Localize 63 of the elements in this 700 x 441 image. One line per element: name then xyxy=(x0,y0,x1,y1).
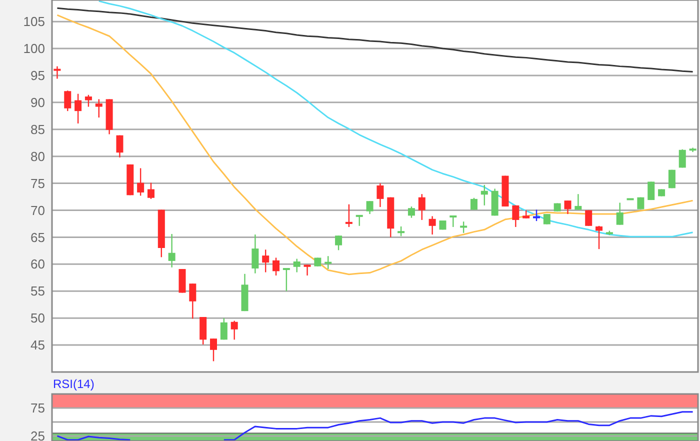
candlestick xyxy=(116,134,124,158)
candlestick xyxy=(282,268,290,292)
candlestick xyxy=(418,193,426,221)
candlestick xyxy=(596,225,603,250)
candlestick xyxy=(210,338,217,362)
line-series xyxy=(56,7,694,72)
y-tick-label: 90 xyxy=(30,94,45,110)
candlestick xyxy=(564,200,572,215)
candlestick xyxy=(84,94,92,108)
candlestick xyxy=(178,268,186,294)
candlestick xyxy=(252,234,259,274)
candlestick xyxy=(272,257,280,276)
y-tick-label: 80 xyxy=(30,148,45,164)
candlestick xyxy=(428,216,436,236)
candlestick xyxy=(460,220,468,234)
y-tick-label: 85 xyxy=(30,122,45,137)
candlestick xyxy=(168,233,176,268)
candlestick xyxy=(574,193,582,210)
candlestick xyxy=(230,320,238,340)
candlestick xyxy=(585,210,592,226)
candlestick xyxy=(356,214,363,226)
candlestick xyxy=(533,209,540,222)
candlestick xyxy=(64,90,72,112)
chart-title: RSI(14) xyxy=(53,377,94,391)
y-tick-label: 105 xyxy=(23,14,45,30)
candlestick xyxy=(304,264,311,276)
candlestick xyxy=(147,182,154,200)
candlestick xyxy=(408,206,415,218)
y-tick-label: 45 xyxy=(30,338,45,353)
candlestick xyxy=(398,226,405,237)
y-tick-label: 50 xyxy=(30,310,45,326)
candlestick xyxy=(189,282,196,320)
candlestick xyxy=(220,317,228,340)
candlestick xyxy=(366,200,374,215)
candlestick xyxy=(345,204,352,228)
y-tick-label: 100 xyxy=(23,41,45,56)
candlestick xyxy=(450,215,457,228)
line-series xyxy=(98,0,694,238)
candlestick xyxy=(293,258,300,273)
y-tick-label: 55 xyxy=(30,284,45,299)
candlestick xyxy=(95,98,102,118)
y-tick-label: 65 xyxy=(30,230,45,245)
candlestick xyxy=(54,66,61,80)
candlestick xyxy=(262,249,270,273)
candlestick xyxy=(678,148,686,168)
candlestick xyxy=(137,168,144,196)
candlestick xyxy=(335,235,342,251)
candlestick xyxy=(200,316,207,346)
y-tick-label: 60 xyxy=(30,256,45,272)
y-tick-label: 70 xyxy=(30,202,45,218)
candlestick xyxy=(480,184,488,206)
candlestick xyxy=(512,204,520,228)
candlestick xyxy=(616,202,624,226)
y-tick-label: 75 xyxy=(30,176,45,191)
candlestick xyxy=(543,213,550,225)
candlestick xyxy=(376,182,384,208)
y-tick-label: 95 xyxy=(30,68,45,84)
y-tick-label: 25 xyxy=(30,428,45,441)
y-tick-label: 75 xyxy=(30,400,45,416)
line-series xyxy=(56,14,694,276)
candlestick xyxy=(74,93,82,124)
candlestick xyxy=(648,181,655,201)
candlestick xyxy=(324,255,332,270)
